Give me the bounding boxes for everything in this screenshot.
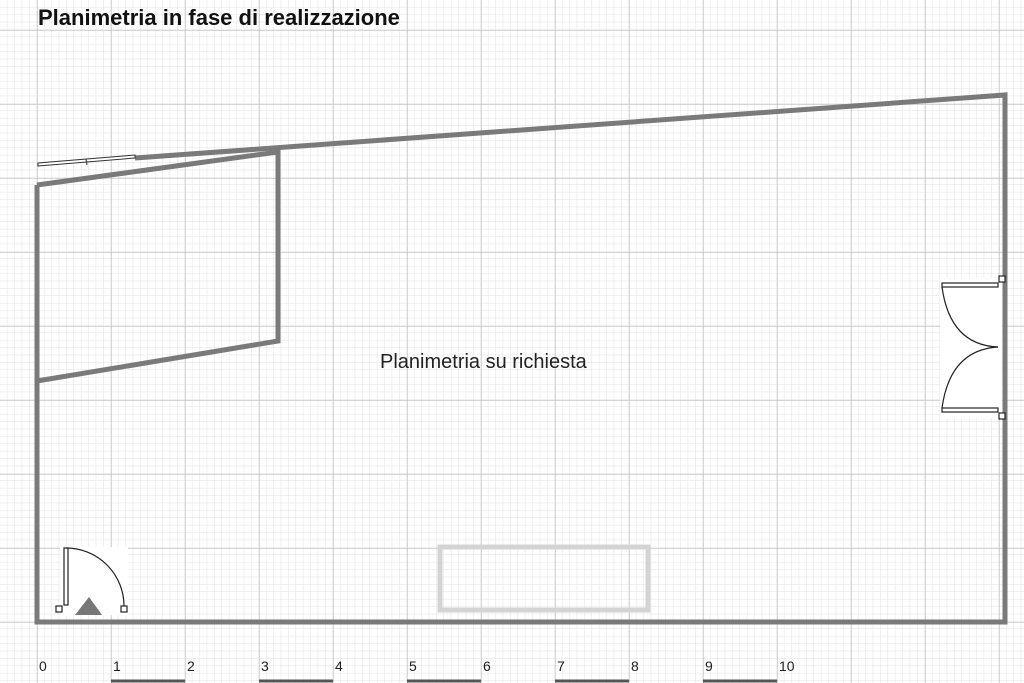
walls xyxy=(34,92,1008,625)
outer-wall xyxy=(34,92,1008,625)
scale-tick: 3 xyxy=(261,658,269,674)
scale-tick: 5 xyxy=(409,658,417,674)
window-icon xyxy=(37,154,136,167)
scale-tick: 10 xyxy=(779,658,795,674)
scale-tick: 4 xyxy=(335,658,343,674)
door-icon xyxy=(55,547,128,613)
scale-tick: 9 xyxy=(705,658,713,674)
scale-tick: 2 xyxy=(187,658,195,674)
scale-tick: 1 xyxy=(113,658,121,674)
center-label: Planimetria su richiesta xyxy=(380,351,587,373)
entrance-arrow-icon xyxy=(75,597,102,615)
scale-tick: 8 xyxy=(631,658,639,674)
scale-tick: 7 xyxy=(557,658,565,674)
placeholder-box xyxy=(437,544,651,613)
scale-tick: 6 xyxy=(483,658,491,674)
scale-tick: 0 xyxy=(39,658,47,674)
inner-room-wall xyxy=(36,149,281,384)
door-background xyxy=(60,547,128,615)
double-door-icon xyxy=(941,275,1006,420)
page-title: Planimetria in fase di realizzazione xyxy=(38,5,400,30)
